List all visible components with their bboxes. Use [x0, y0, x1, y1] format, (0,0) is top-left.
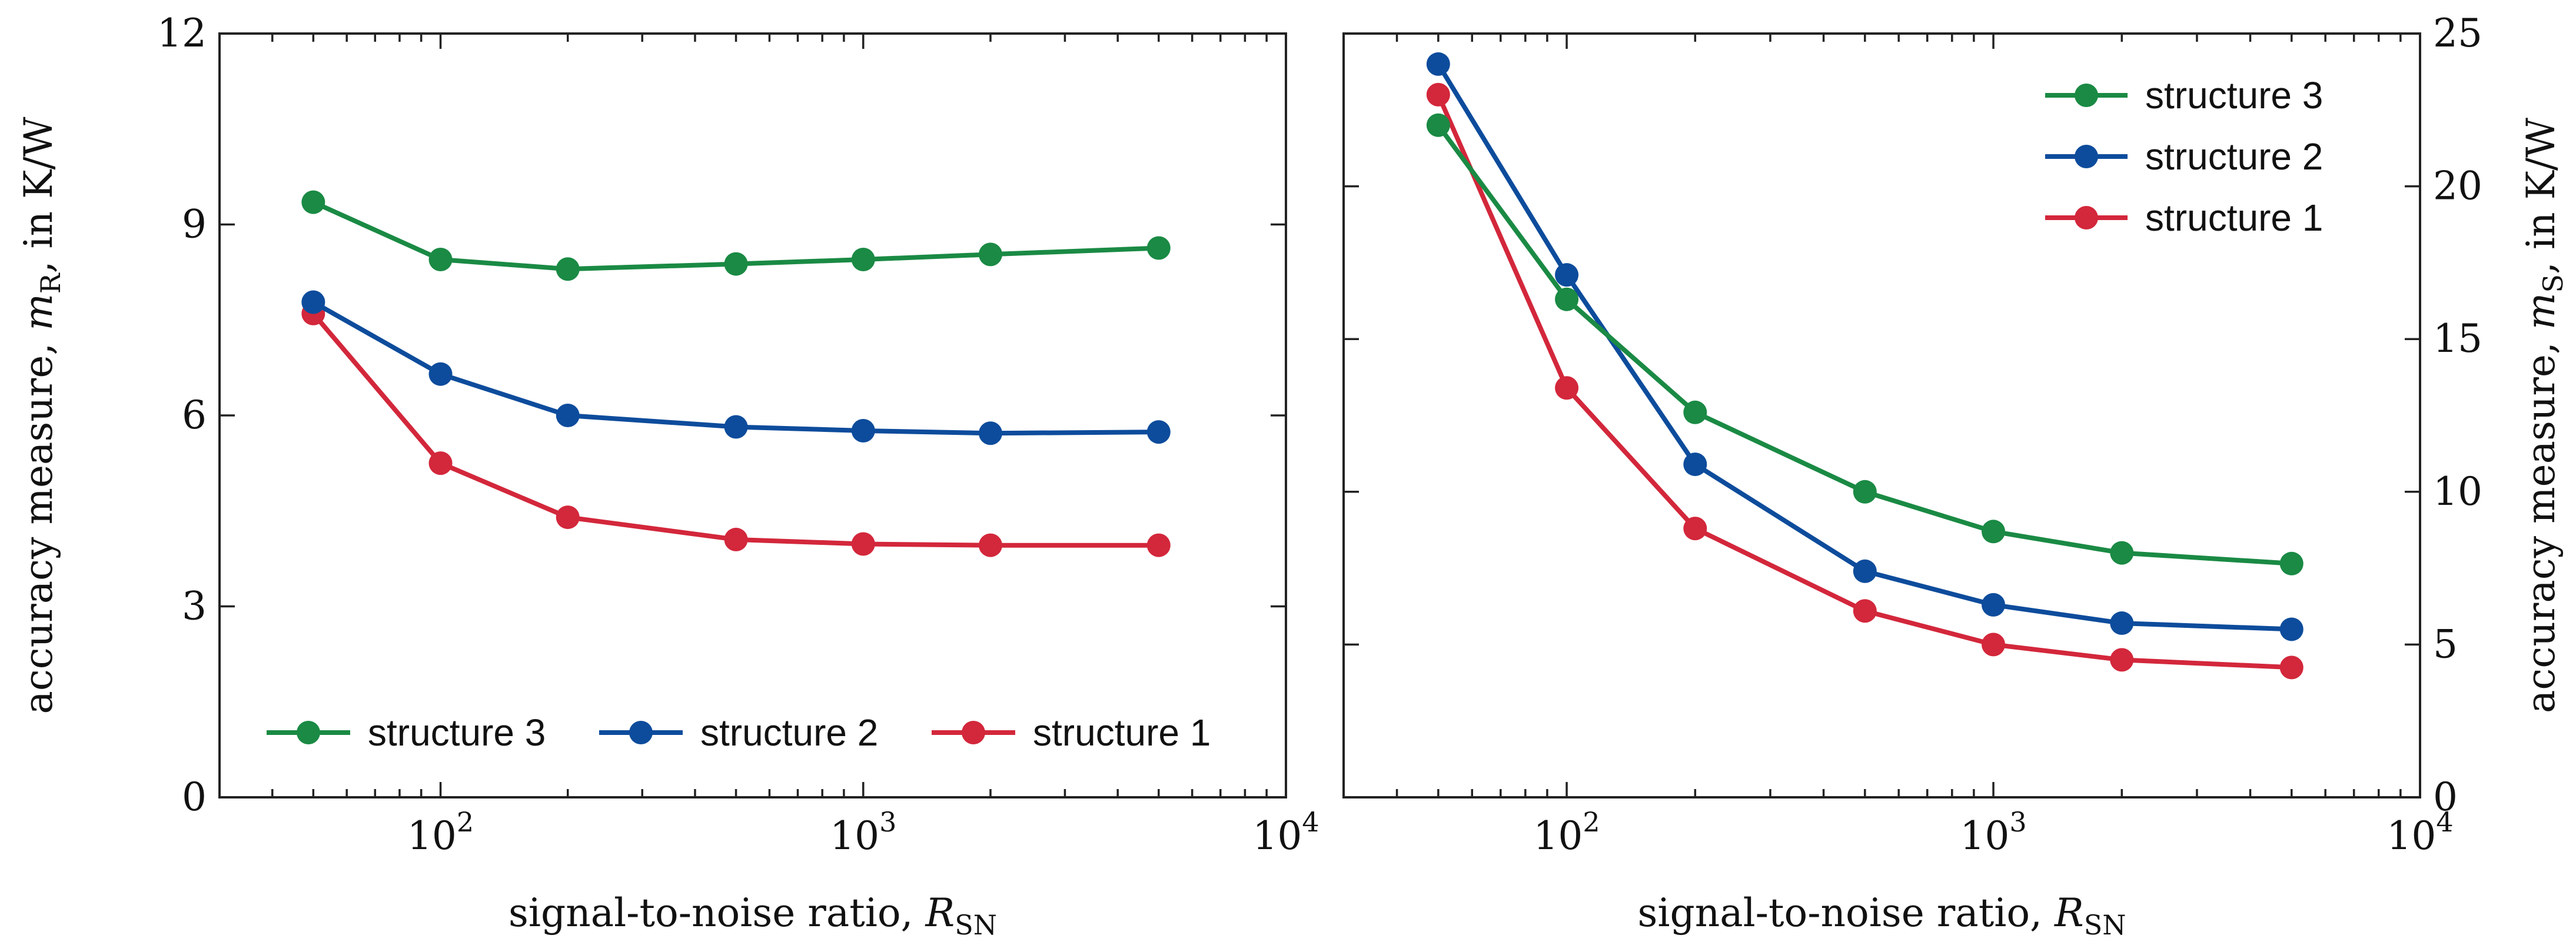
data-point: [1555, 263, 1579, 287]
legend-marker: [2075, 84, 2098, 107]
data-point: [1146, 420, 1171, 444]
data-point: [851, 532, 875, 556]
x-tick-label: 104: [1252, 806, 1319, 859]
series-structure-2: [1426, 52, 2304, 641]
data-point: [1853, 599, 1877, 623]
data-point: [1683, 400, 1707, 424]
y-tick-label: 10: [2433, 469, 2482, 514]
data-point: [2279, 551, 2304, 575]
data-point: [301, 190, 325, 214]
y-tick-label: 20: [2433, 164, 2482, 209]
y-tick-label: 6: [182, 392, 207, 438]
y-tick-label: 12: [157, 11, 207, 56]
legend-entry-structure-1: structure 1: [932, 711, 1211, 754]
plot-frame: [218, 32, 1287, 798]
data-point: [2110, 611, 2134, 635]
y-tick-label: 0: [2433, 774, 2458, 820]
legend-label: structure 3: [368, 711, 546, 754]
legend-entry-structure-1: structure 1: [2045, 197, 2323, 239]
data-point: [1146, 533, 1171, 557]
y-tick-label: 9: [182, 202, 207, 247]
y-tick-label: 3: [182, 584, 207, 629]
legend-box: [256, 703, 1251, 762]
x-axis-label: signal-to-noise ratio, RSN: [1637, 890, 2126, 941]
series-structure-3: [301, 190, 1171, 281]
series-structure-3: [1426, 113, 2304, 575]
data-point: [556, 257, 580, 281]
data-point: [1146, 236, 1171, 260]
data-point: [724, 527, 748, 551]
legend-entry-structure-2: structure 2: [2045, 135, 2323, 178]
x-tick-label: 104: [2386, 806, 2453, 859]
legend-marker: [962, 721, 985, 744]
legend-label: structure 3: [2145, 74, 2323, 117]
x-tick-label: 102: [407, 806, 474, 859]
data-point: [1426, 82, 1450, 107]
data-point: [724, 415, 748, 439]
x-tick-label: 103: [1960, 806, 2026, 859]
data-point: [978, 242, 1002, 267]
data-point: [301, 290, 325, 314]
data-point: [1683, 517, 1707, 541]
y-tick-label: 5: [2433, 621, 2458, 667]
data-point: [1426, 113, 1450, 137]
legend-entry-structure-3: structure 3: [2045, 74, 2323, 117]
data-point: [1555, 376, 1579, 400]
y-tick-label: 0: [182, 774, 207, 820]
legend-entry-structure-3: structure 3: [267, 711, 546, 754]
data-point: [1982, 633, 2006, 657]
legend-entry-structure-2: structure 2: [599, 711, 878, 754]
legend-marker: [297, 721, 320, 744]
data-point: [1853, 480, 1877, 504]
series-structure-1: [1426, 82, 2304, 680]
y-tick-label: 25: [2433, 11, 2482, 56]
data-point: [2279, 655, 2304, 680]
data-point: [1426, 52, 1450, 76]
chart-panel-1: 102 103 104 0 3 6 9 12 signal-to-noise ratio, RS…: [16, 11, 1319, 941]
data-point: [2110, 648, 2134, 672]
legend-label: structure 2: [700, 711, 878, 754]
data-point: [428, 451, 453, 475]
legend-label: structure 1: [2145, 197, 2323, 239]
data-point: [851, 247, 875, 271]
data-point: [428, 247, 453, 271]
plot-frame: [1342, 32, 2421, 798]
data-point: [1683, 452, 1707, 477]
y-axis-label: accuracy measure, mS, in K/W: [2518, 118, 2569, 713]
legend-label: structure 1: [1033, 711, 1211, 754]
y-axis-label: accuracy measure, mR, in K/W: [16, 117, 67, 714]
legend-marker: [629, 721, 653, 744]
data-point: [1982, 593, 2006, 617]
data-point: [556, 404, 580, 427]
data-point: [1853, 559, 1877, 583]
series-structure-2: [301, 290, 1171, 445]
data-point: [978, 421, 1002, 445]
x-tick-label: 102: [1533, 806, 1600, 859]
data-point: [1982, 520, 2006, 544]
data-point: [1555, 287, 1579, 311]
data-point: [556, 505, 580, 530]
data-point: [2110, 541, 2134, 565]
data-point: [428, 362, 453, 386]
x-tick-label: 103: [830, 806, 896, 859]
legend-label: structure 2: [2145, 135, 2323, 178]
data-point: [724, 252, 748, 276]
legend-marker: [2075, 145, 2098, 168]
x-axis-label: signal-to-noise ratio, RSN: [508, 890, 997, 941]
data-point: [978, 533, 1002, 557]
legend-marker: [2075, 206, 2098, 229]
legend: structure 3 structure 2 structure 1: [256, 703, 1251, 762]
data-point: [851, 418, 875, 442]
legend: structure 3 structure 2 structure 1: [2033, 60, 2398, 254]
y-tick-label: 15: [2433, 316, 2482, 361]
data-point: [2279, 617, 2304, 641]
